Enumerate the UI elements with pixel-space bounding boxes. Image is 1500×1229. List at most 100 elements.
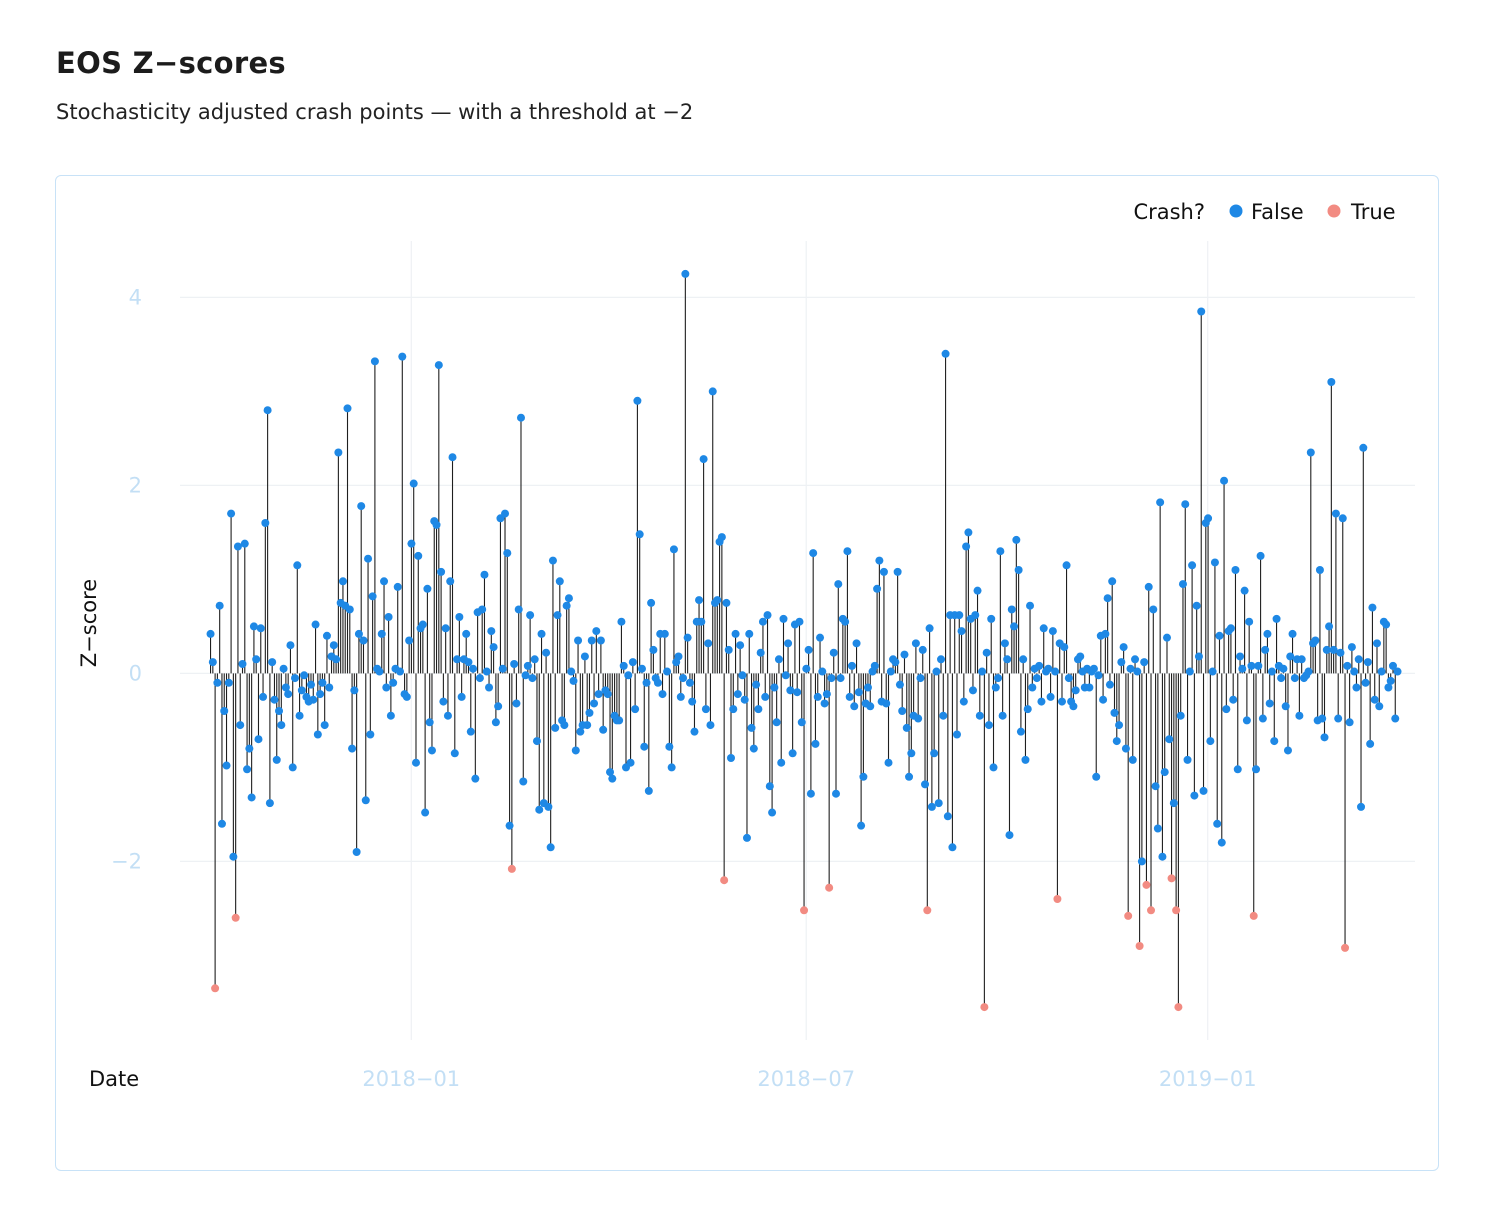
data-point[interactable] bbox=[555, 577, 564, 586]
data-point[interactable] bbox=[288, 763, 297, 772]
data-point[interactable] bbox=[1240, 586, 1249, 595]
data-point[interactable] bbox=[1208, 667, 1217, 676]
data-point[interactable] bbox=[699, 455, 708, 464]
data-point[interactable] bbox=[1263, 629, 1272, 638]
data-point[interactable] bbox=[1121, 744, 1130, 753]
data-point[interactable] bbox=[695, 596, 704, 605]
data-point[interactable] bbox=[583, 721, 592, 730]
data-point[interactable] bbox=[1158, 852, 1167, 861]
data-point[interactable] bbox=[647, 598, 656, 607]
data-point[interactable] bbox=[795, 617, 804, 626]
data-point[interactable] bbox=[1176, 711, 1185, 720]
data-point[interactable] bbox=[528, 674, 537, 683]
data-point[interactable] bbox=[1220, 476, 1229, 485]
data-point[interactable] bbox=[736, 641, 745, 650]
data-point[interactable] bbox=[469, 664, 478, 673]
data-point[interactable] bbox=[300, 671, 309, 680]
data-point[interactable] bbox=[1069, 702, 1078, 711]
data-point[interactable] bbox=[1261, 645, 1270, 654]
data-point[interactable] bbox=[386, 711, 395, 720]
data-point[interactable] bbox=[521, 671, 530, 680]
data-point[interactable] bbox=[941, 349, 950, 358]
data-point[interactable] bbox=[569, 676, 578, 685]
data-point[interactable] bbox=[1297, 655, 1306, 664]
data-point[interactable] bbox=[925, 624, 934, 633]
data-point[interactable] bbox=[585, 708, 594, 717]
data-point[interactable] bbox=[1258, 714, 1267, 723]
data-point[interactable] bbox=[247, 793, 256, 802]
data-point[interactable] bbox=[1311, 636, 1320, 645]
data-point[interactable] bbox=[377, 629, 386, 638]
data-point[interactable] bbox=[914, 714, 923, 723]
data-point[interactable] bbox=[854, 688, 863, 697]
data-point[interactable] bbox=[224, 678, 233, 687]
data-point[interactable] bbox=[437, 567, 446, 576]
crash-point[interactable] bbox=[1167, 874, 1176, 883]
crash-point[interactable] bbox=[507, 864, 516, 873]
data-point[interactable] bbox=[637, 664, 646, 673]
data-point[interactable] bbox=[631, 705, 640, 714]
data-point[interactable] bbox=[338, 577, 347, 586]
data-point[interactable] bbox=[494, 702, 503, 711]
data-point[interactable] bbox=[1283, 746, 1292, 755]
data-point[interactable] bbox=[857, 821, 866, 830]
data-point[interactable] bbox=[779, 614, 788, 623]
data-point[interactable] bbox=[427, 746, 436, 755]
data-point[interactable] bbox=[1165, 735, 1174, 744]
data-point[interactable] bbox=[676, 692, 685, 701]
data-point[interactable] bbox=[975, 711, 984, 720]
data-point[interactable] bbox=[309, 695, 318, 704]
data-point[interactable] bbox=[1222, 705, 1231, 714]
data-point[interactable] bbox=[480, 570, 489, 579]
data-point[interactable] bbox=[316, 690, 325, 699]
data-point[interactable] bbox=[729, 705, 738, 714]
data-point[interactable] bbox=[1099, 695, 1108, 704]
data-point[interactable] bbox=[1325, 622, 1334, 631]
data-point[interactable] bbox=[1092, 772, 1101, 781]
data-point[interactable] bbox=[1199, 786, 1208, 795]
data-point[interactable] bbox=[633, 396, 642, 405]
data-point[interactable] bbox=[921, 780, 930, 789]
data-point[interactable] bbox=[546, 843, 555, 852]
data-point[interactable] bbox=[325, 683, 334, 692]
data-point[interactable] bbox=[405, 636, 414, 645]
data-point[interactable] bbox=[594, 690, 603, 699]
data-point[interactable] bbox=[1197, 307, 1206, 316]
data-point[interactable] bbox=[215, 601, 224, 610]
data-point[interactable] bbox=[1236, 652, 1245, 661]
data-point[interactable] bbox=[1252, 765, 1261, 774]
data-point[interactable] bbox=[475, 674, 484, 683]
data-point[interactable] bbox=[822, 690, 831, 699]
crash-point[interactable] bbox=[923, 906, 932, 915]
data-point[interactable] bbox=[389, 678, 398, 687]
data-point[interactable] bbox=[560, 721, 569, 730]
data-point[interactable] bbox=[1359, 443, 1368, 452]
data-point[interactable] bbox=[772, 718, 781, 727]
data-point[interactable] bbox=[512, 699, 521, 708]
data-point[interactable] bbox=[1019, 655, 1028, 664]
data-point[interactable] bbox=[284, 690, 293, 699]
data-point[interactable] bbox=[1217, 838, 1226, 847]
data-point[interactable] bbox=[1115, 721, 1124, 730]
data-point[interactable] bbox=[932, 667, 941, 676]
data-point[interactable] bbox=[1357, 802, 1366, 811]
crash-point[interactable] bbox=[1053, 895, 1062, 903]
data-point[interactable] bbox=[1149, 605, 1158, 614]
data-point[interactable] bbox=[774, 655, 783, 664]
data-point[interactable] bbox=[281, 683, 290, 692]
data-point[interactable] bbox=[765, 782, 774, 791]
legend[interactable]: Crash? False True bbox=[1133, 200, 1395, 224]
data-point[interactable] bbox=[1108, 577, 1117, 586]
data-point[interactable] bbox=[681, 269, 690, 278]
data-point[interactable] bbox=[252, 655, 261, 664]
data-point[interactable] bbox=[1267, 667, 1276, 676]
data-point[interactable] bbox=[1350, 667, 1359, 676]
data-point[interactable] bbox=[286, 641, 295, 650]
data-point[interactable] bbox=[532, 737, 541, 746]
data-point[interactable] bbox=[1105, 680, 1114, 689]
data-point[interactable] bbox=[1334, 714, 1343, 723]
data-point[interactable] bbox=[713, 596, 722, 605]
data-point[interactable] bbox=[1352, 683, 1361, 692]
data-point[interactable] bbox=[519, 777, 528, 786]
data-point[interactable] bbox=[1391, 714, 1400, 723]
